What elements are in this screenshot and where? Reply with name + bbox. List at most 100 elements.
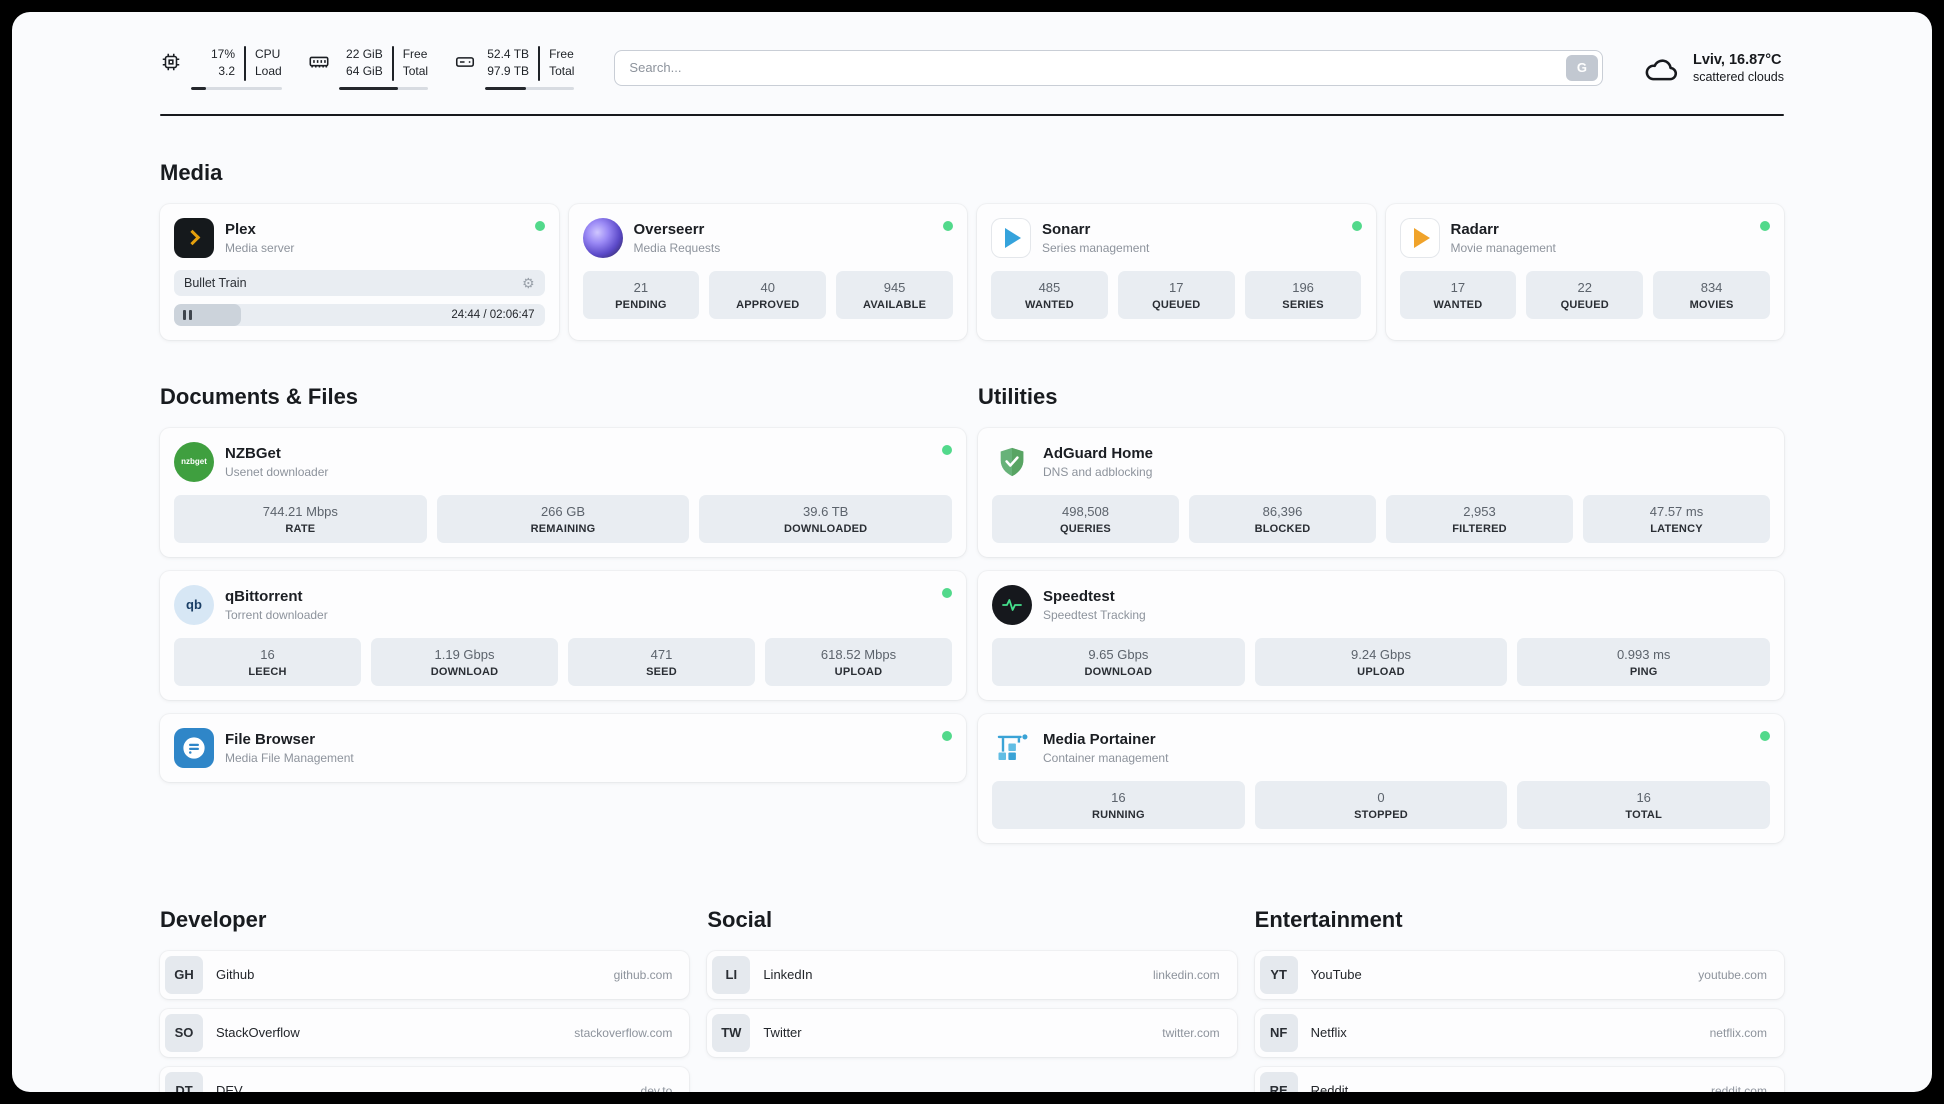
app-subtitle: Speedtest Tracking — [1043, 607, 1146, 622]
cpu-percent: 17% — [210, 47, 235, 61]
stat-stopped: 0 STOPPED — [1254, 780, 1508, 829]
cpu-icon — [160, 46, 182, 73]
memory-usage-bar — [338, 86, 429, 90]
sonarr-card[interactable]: Sonarr Series management 485 WANTED 17 Q… — [977, 203, 1376, 340]
bookmark-abbr: NF — [1259, 1013, 1298, 1052]
plex-icon — [174, 217, 214, 258]
filebrowser-card[interactable]: File Browser Media File Management — [160, 713, 966, 782]
overseerr-icon — [582, 217, 623, 258]
bookmark-youtube[interactable]: YT YouTube youtube.com — [1254, 950, 1784, 999]
stat-queued: 22 QUEUED — [1526, 270, 1644, 319]
stat-queries: 498,508 QUERIES — [992, 494, 1179, 543]
stat-movies: 834 MOVIES — [1653, 270, 1770, 319]
pause-icon[interactable] — [183, 309, 186, 320]
divider-vertical — [391, 46, 394, 81]
app-name: qBittorrent — [225, 587, 303, 605]
speedtest-icon — [992, 584, 1032, 625]
cpu-monitor: 17% 3.2 CPU Load — [160, 46, 282, 90]
status-dot — [1351, 220, 1362, 231]
status-dot — [1760, 220, 1770, 231]
portainer-card[interactable]: Media Portainer Container management 16 … — [978, 713, 1784, 843]
bookmark-stackoverflow[interactable]: SO StackOverflow stackoverflow.com — [160, 1008, 690, 1057]
disk-monitor: 52.4 TB 97.9 TB Free Total — [454, 46, 575, 90]
bookmark-dev[interactable]: DT DEV dev.to — [160, 1066, 690, 1092]
overseerr-card[interactable]: Overseerr Media Requests 21 PENDING 40 A… — [568, 203, 967, 340]
bookmark-abbr: LI — [712, 955, 751, 994]
header-divider — [160, 113, 1784, 116]
divider-vertical — [244, 46, 246, 81]
cloud-icon — [1643, 52, 1681, 84]
stat-download: 9.65 Gbps DOWNLOAD — [992, 637, 1245, 686]
memory-free-value: 22 GiB — [346, 47, 383, 61]
nzbget-card[interactable]: nzbget NZBGet Usenet downloader 744.21 M… — [160, 427, 966, 557]
divider-vertical — [538, 46, 541, 81]
stat-available: 945 AVAILABLE — [836, 270, 953, 319]
bookmark-github[interactable]: GH Github github.com — [160, 950, 690, 999]
app-name: File Browser — [225, 730, 316, 748]
bookmark-twitter[interactable]: TW Twitter twitter.com — [707, 1008, 1237, 1057]
qbittorrent-card[interactable]: qb qBittorrent Torrent downloader 16 LEE… — [160, 570, 966, 700]
playback-progress-fill — [174, 303, 241, 326]
app-name: AdGuard Home — [1043, 444, 1154, 462]
bookmark-name: YouTube — [1310, 967, 1362, 983]
status-dot — [1760, 730, 1770, 741]
radarr-card[interactable]: Radarr Movie management 17 WANTED 22 QUE… — [1385, 203, 1784, 340]
bookmark-name: Twitter — [763, 1025, 802, 1041]
bookmarks-section: Developer GH Github github.com SO StackO… — [160, 907, 1784, 1092]
bookmark-reddit[interactable]: RE Reddit reddit.com — [1254, 1066, 1784, 1092]
status-dot — [943, 220, 953, 231]
bookmark-url: dev.to — [640, 1083, 673, 1092]
disk-usage-bar — [485, 86, 575, 90]
adguard-card[interactable]: AdGuard Home DNS and adblocking 498,508 … — [978, 427, 1784, 557]
bookmark-linkedin[interactable]: LI LinkedIn linkedin.com — [707, 950, 1237, 999]
bookmark-url: linkedin.com — [1152, 967, 1220, 982]
top-bar: 17% 3.2 CPU Load — [160, 46, 1784, 90]
bookmark-name: Netflix — [1310, 1025, 1347, 1041]
now-playing-title: Bullet Train — [184, 275, 247, 290]
stat-total: 16 TOTAL — [1517, 780, 1771, 829]
disk-free-label: Free — [549, 47, 574, 61]
bookmark-url: stackoverflow.com — [574, 1025, 673, 1040]
search-engine-button[interactable]: G — [1565, 54, 1598, 81]
app-subtitle: Media File Management — [225, 750, 354, 765]
cpu-load-label: Load — [255, 64, 282, 79]
utilities-section-title: Utilities — [978, 383, 1058, 409]
memory-total-label: Total — [402, 64, 429, 79]
bookmark-abbr: GH — [165, 955, 203, 994]
memory-free-label: Free — [402, 47, 428, 61]
app-subtitle: Movie management — [1450, 240, 1556, 255]
cpu-load-value: 3.2 — [218, 64, 235, 79]
nzbget-icon: nzbget — [174, 441, 214, 482]
playback-time: 24:44 / 02:06:47 — [451, 308, 535, 321]
entertainment-section-title: Entertainment — [1254, 906, 1403, 932]
plex-card[interactable]: Plex Media server Bullet Train ⚙ 24:44 /… — [160, 203, 559, 340]
memory-monitor: 22 GiB 64 GiB Free Total — [308, 46, 429, 90]
bookmark-abbr: TW — [712, 1013, 751, 1052]
search-input[interactable] — [614, 49, 1603, 86]
bookmark-url: twitter.com — [1162, 1025, 1220, 1040]
media-section-title: Media — [160, 159, 223, 185]
app-name: Radarr — [1450, 220, 1499, 238]
adguard-icon — [992, 442, 1032, 482]
bookmark-url: netflix.com — [1709, 1025, 1767, 1040]
bookmark-name: Github — [216, 967, 255, 983]
playback-progress-bar[interactable]: 24:44 / 02:06:47 — [174, 303, 545, 326]
app-subtitle: Series management — [1042, 240, 1150, 255]
stat-download: 1.19 Gbps DOWNLOAD — [371, 637, 558, 686]
bookmark-abbr: YT — [1259, 955, 1298, 994]
app-subtitle: Torrent downloader — [225, 607, 328, 622]
gear-icon[interactable]: ⚙ — [521, 274, 535, 291]
speedtest-card[interactable]: Speedtest Speedtest Tracking 9.65 Gbps D… — [978, 570, 1784, 700]
disk-total-label: Total — [549, 64, 575, 79]
status-dot — [942, 444, 952, 455]
weather-widget: Lviv, 16.87°C scattered clouds — [1643, 52, 1784, 84]
social-section-title: Social — [707, 906, 773, 932]
stat-queued: 17 QUEUED — [1117, 270, 1235, 319]
stat-ping: 0.993 ms PING — [1517, 637, 1771, 686]
radarr-icon — [1399, 217, 1440, 258]
bookmark-netflix[interactable]: NF Netflix netflix.com — [1254, 1008, 1784, 1057]
filebrowser-icon — [174, 727, 214, 768]
sonarr-icon — [991, 217, 1031, 258]
bookmark-abbr: RE — [1259, 1071, 1298, 1092]
cpu-usage-bar — [191, 86, 282, 90]
